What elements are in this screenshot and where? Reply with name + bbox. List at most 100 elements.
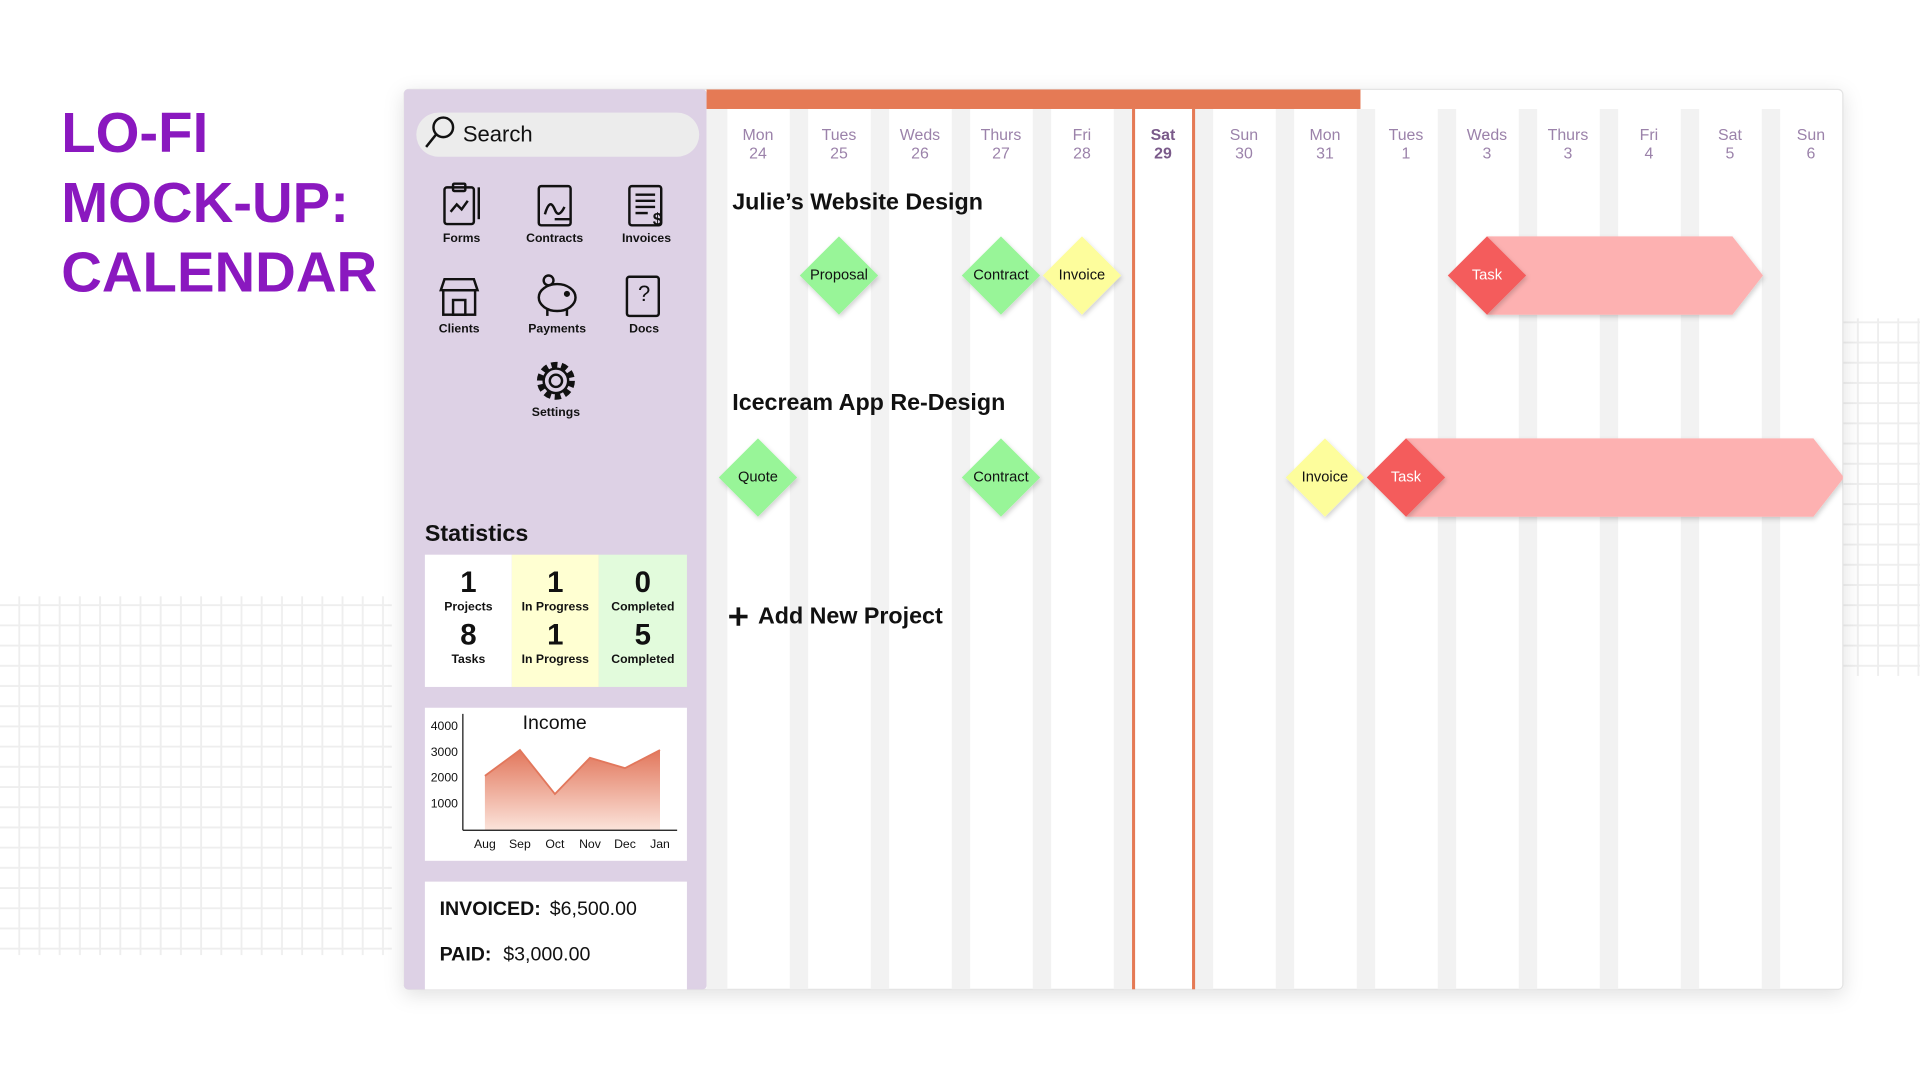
- stripe: [1194, 108, 1214, 990]
- magnifier: [432, 116, 455, 139]
- stat-label: In Progress: [522, 600, 590, 614]
- day-name: Fri: [1073, 127, 1092, 144]
- bg-grid: [1842, 318, 1920, 676]
- day-date: 25: [830, 145, 848, 162]
- stat-label: Projects: [444, 600, 492, 614]
- add-project[interactable]: Add New Project: [758, 602, 943, 628]
- stats-cell: [424, 554, 512, 687]
- add-icon[interactable]: [729, 607, 748, 626]
- milestone[interactable]: [718, 438, 798, 517]
- nav-icon-part: [548, 373, 564, 389]
- day-date: 31: [1316, 145, 1334, 162]
- day-date: 26: [911, 145, 929, 162]
- nav-icon-part: [451, 298, 467, 316]
- nav-item[interactable]: $: [628, 184, 663, 229]
- milestone-label: Proposal: [810, 267, 868, 283]
- stat-label: Completed: [611, 600, 674, 614]
- stats-cell: [598, 554, 687, 687]
- milestone-label: Invoice: [1302, 469, 1349, 485]
- day-name: Weds: [900, 127, 940, 144]
- bg-grid: [0, 596, 392, 956]
- nav-item[interactable]: [537, 274, 577, 316]
- search-icon: [425, 116, 455, 148]
- nav-label[interactable]: Contracts: [526, 231, 583, 245]
- day-date: 28: [1073, 145, 1091, 162]
- stripe: [1518, 108, 1538, 990]
- sidebar-content: Forms Contracts $ Invoices Clients Payments? D…: [424, 182, 687, 965]
- day-name: Mon: [742, 127, 773, 144]
- stat-label: Completed: [611, 652, 674, 666]
- project-title[interactable]: Icecream App Re-Design: [732, 389, 1005, 415]
- x-tick-label: Sep: [509, 837, 531, 851]
- nav-icon-part: [542, 367, 570, 395]
- day-name: Sun: [1230, 127, 1258, 144]
- summary-value: $3,000.00: [503, 943, 590, 965]
- stat-value: 0: [635, 566, 651, 599]
- nav-icon-part: [542, 274, 555, 287]
- search-placeholder[interactable]: Search: [463, 122, 533, 147]
- nav-label[interactable]: Payments: [528, 322, 586, 336]
- nav-item[interactable]: ?: [625, 275, 660, 318]
- nav-label[interactable]: Docs: [629, 322, 659, 336]
- milestone-label: Quote: [738, 469, 778, 485]
- nav-icon-part: [449, 200, 469, 213]
- top-bar: [706, 89, 1361, 109]
- summary-label: PAID:: [440, 943, 492, 965]
- milestone-label: Invoice: [1059, 267, 1106, 283]
- stripe: [1599, 108, 1619, 990]
- summary-value: $6,500.00: [550, 898, 637, 920]
- day-name: Fri: [1640, 127, 1659, 144]
- x-tick-label: Aug: [474, 837, 496, 851]
- y-tick-label: 3000: [431, 745, 458, 759]
- stat-value: 8: [460, 619, 476, 652]
- stripe: [1356, 108, 1376, 990]
- stat-label: Tasks: [451, 652, 485, 666]
- page-title: LO-FI: [61, 101, 208, 164]
- page-title: CALENDAR: [61, 241, 377, 304]
- x-tick-label: Dec: [614, 837, 636, 851]
- nav-label[interactable]: Settings: [532, 405, 580, 419]
- nav-label[interactable]: Forms: [443, 231, 481, 245]
- nav-item[interactable]: [537, 184, 572, 227]
- stripe: [1032, 108, 1052, 990]
- stats-heading: Statistics: [425, 520, 528, 546]
- stripe: [706, 108, 728, 990]
- nav-icon-part: [536, 361, 575, 400]
- day-date: 3: [1483, 145, 1492, 162]
- nav-icon-part: [543, 203, 566, 215]
- day-name: Mon: [1309, 127, 1340, 144]
- summary-label: INVOICED:: [440, 898, 541, 920]
- stats-cell: [511, 554, 599, 687]
- day-name: Sat: [1718, 127, 1742, 144]
- stat-value: 1: [460, 566, 476, 599]
- project-title[interactable]: Julie’s Website Design: [732, 188, 983, 214]
- stripe: [1680, 108, 1700, 990]
- y-tick-label: 2000: [431, 771, 458, 785]
- milestone[interactable]: [1285, 438, 1365, 517]
- day-name: Sun: [1797, 127, 1825, 144]
- milestone-label: Task: [1472, 267, 1503, 283]
- nav-label[interactable]: Invoices: [622, 231, 671, 245]
- day-name: Tues: [1389, 127, 1424, 144]
- task-bar[interactable]: [1486, 236, 1764, 315]
- nav-icon-part: ?: [638, 281, 650, 306]
- day-name: Weds: [1467, 127, 1507, 144]
- day-date: 5: [1726, 145, 1735, 162]
- stripe: [951, 108, 971, 990]
- page-title: MOCK-UP:: [61, 171, 349, 234]
- nav-icon-part: [628, 184, 663, 227]
- search-box[interactable]: [416, 112, 700, 157]
- calendar: Mon24Tues25Weds26Thurs27Fri28Sat29Sun30M…: [706, 89, 1844, 990]
- day-date: 30: [1235, 145, 1253, 162]
- nav-icon-part: [563, 290, 570, 297]
- nav-item[interactable]: [439, 277, 480, 316]
- stripe: [1437, 108, 1457, 990]
- milestone-label: Contract: [973, 267, 1029, 283]
- nav-item[interactable]: [443, 182, 480, 226]
- nav-item[interactable]: [536, 361, 575, 400]
- income-line: [484, 748, 661, 796]
- task-bar[interactable]: [1405, 438, 1844, 517]
- nav-label[interactable]: Clients: [439, 322, 480, 336]
